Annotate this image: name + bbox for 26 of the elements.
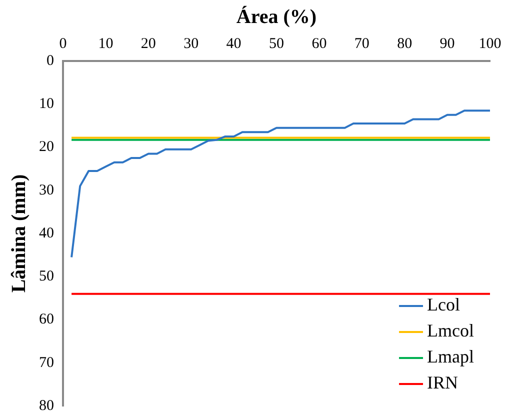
x-tick-label: 80 [397,36,412,52]
y-tick-label: 60 [39,312,54,328]
legend-label: IRN [427,372,458,393]
x-tick-label: 50 [269,36,284,52]
y-tick-label: 70 [39,354,54,371]
legend-label: Lmapl [427,346,474,367]
legend-label: Lcol [427,294,460,315]
x-axis-title: Área (%) [236,5,317,28]
y-tick-label: 50 [39,268,54,285]
x-tick-label: 40 [226,36,242,52]
y-tick-label: 20 [39,139,54,156]
x-tick-label: 100 [478,36,502,52]
y-tick-label: 40 [39,225,54,242]
y-tick-label: 80 [39,398,54,414]
x-tick-label: 90 [440,36,455,52]
y-axis-title: Lâmina (mm) [8,174,30,293]
y-tick-label: 0 [46,52,54,69]
x-tick-label: 0 [59,36,67,52]
x-tick-label: 10 [98,36,114,52]
x-tick-label: 30 [184,36,199,52]
x-tick-label: 60 [312,36,327,52]
y-tick-label: 30 [39,182,54,198]
x-tick-label: 20 [140,36,156,52]
y-tick-label: 10 [39,96,54,112]
legend-label: Lmcol [427,320,474,341]
x-tick-label: 70 [354,36,370,52]
